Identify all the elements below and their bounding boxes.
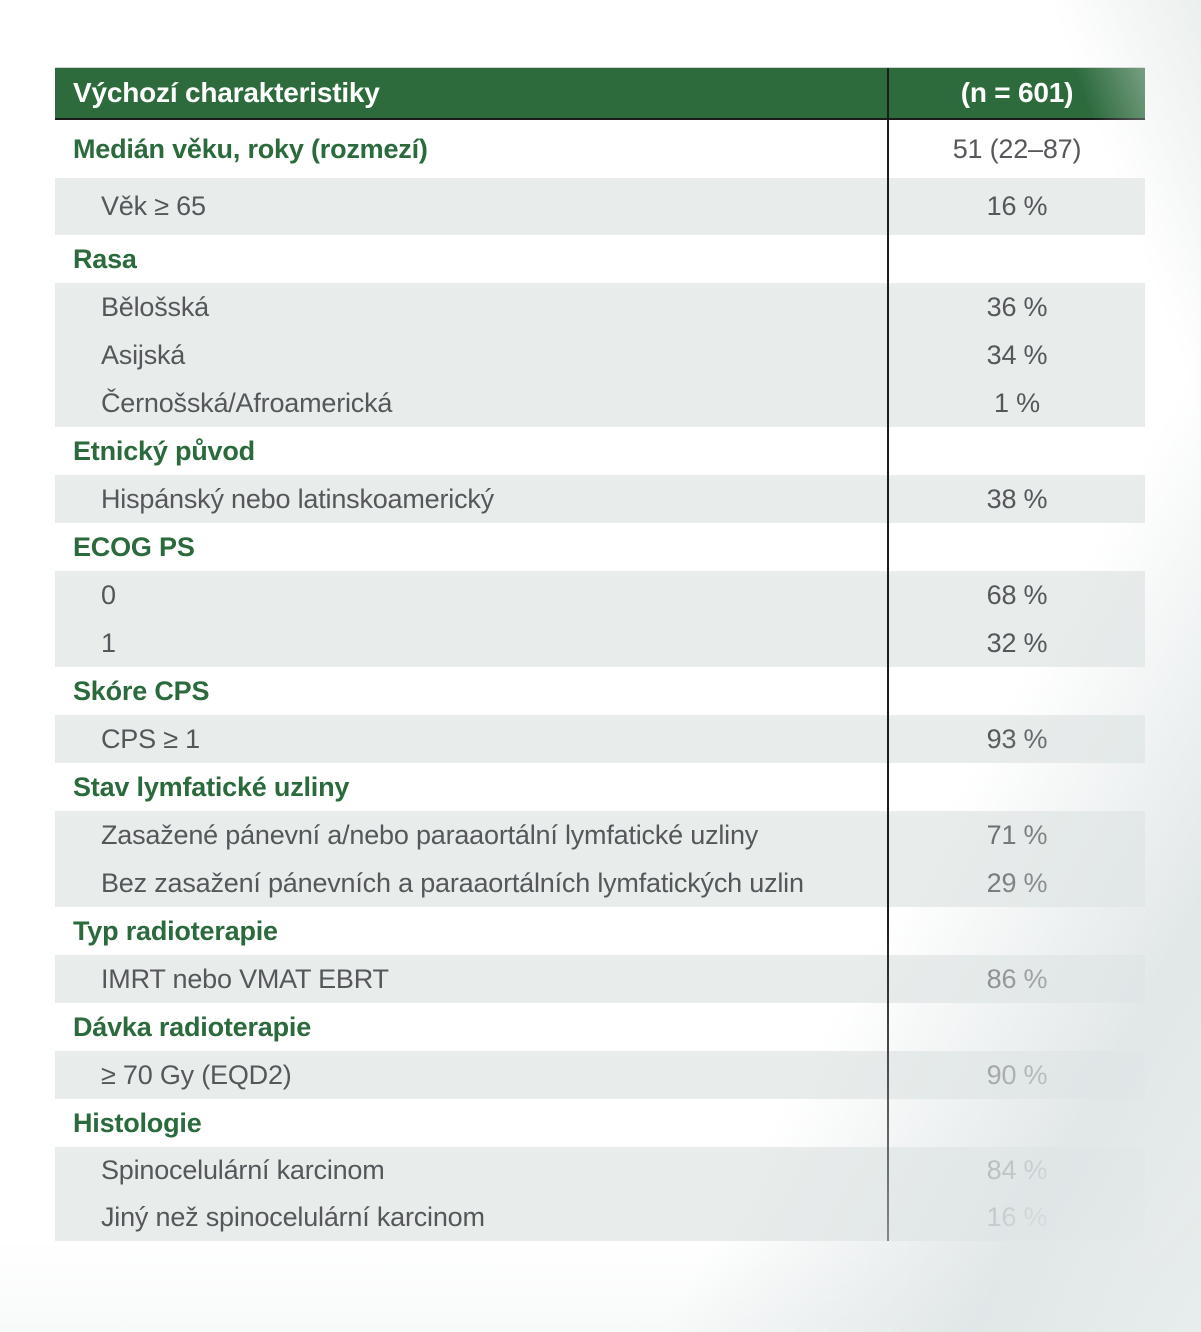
table-body: Medián věku, roky (rozmezí) 51 (22–87) Věk… — [55, 120, 1145, 1241]
row-label: Histologie — [55, 1099, 889, 1147]
row-value: 71 % — [986, 819, 1048, 850]
row-value — [889, 235, 1145, 283]
table-row: 1 32 % — [55, 619, 1145, 667]
row-value: 29 % — [986, 867, 1048, 898]
row-label: 1 — [55, 619, 889, 667]
row-label: Rasa — [55, 235, 889, 283]
table-row: Etnický původ — [55, 427, 1145, 475]
row-label: Medián věku, roky (rozmezí) — [55, 120, 889, 178]
row-value: 34 % — [986, 339, 1048, 370]
row-value: 32 % — [986, 627, 1048, 658]
table-row: Asijská 34 % — [55, 331, 1145, 379]
row-label: Asijská — [55, 331, 889, 379]
row-label: CPS ≥ 1 — [55, 715, 889, 763]
row-value: 90 % — [986, 1059, 1048, 1090]
row-value — [889, 907, 1145, 955]
row-value: 38 % — [986, 483, 1048, 514]
row-value — [889, 523, 1145, 571]
row-label: Věk ≥ 65 — [55, 178, 889, 235]
table-row: Černošská/Afroamerická 1 % — [55, 379, 1145, 427]
row-value: 84 % — [986, 1155, 1048, 1185]
row-label: 0 — [55, 571, 889, 619]
table-row: CPS ≥ 1 93 % — [55, 715, 1145, 763]
row-value — [889, 1003, 1145, 1051]
row-value — [889, 427, 1145, 475]
row-value: 16 % — [986, 191, 1048, 221]
row-value: 36 % — [986, 291, 1048, 322]
row-value: 1 % — [994, 387, 1040, 418]
table-row: Bez zasažení pánevních a paraaortálních … — [55, 859, 1145, 907]
table-row: Medián věku, roky (rozmezí) 51 (22–87) — [55, 120, 1145, 178]
baseline-characteristics-table: Výchozí charakteristiky (n = 601) Medián… — [55, 67, 1145, 1241]
row-label: Černošská/Afroamerická — [55, 379, 889, 427]
table-row: Rasa — [55, 235, 1145, 283]
table-row: Jiný než spinocelulární karcinom 16 % — [55, 1194, 1145, 1241]
row-label: Hispánský nebo latinskoamerický — [55, 475, 889, 523]
row-label: Bělošská — [55, 283, 889, 331]
row-label: Etnický původ — [55, 427, 889, 475]
table-row: ≥ 70 Gy (EQD2) 90 % — [55, 1051, 1145, 1099]
table-row: Skóre CPS — [55, 667, 1145, 715]
table-row: Hispánský nebo latinskoamerický 38 % — [55, 475, 1145, 523]
row-label: Bez zasažení pánevních a paraaortálních … — [55, 859, 889, 907]
table-row: IMRT nebo VMAT EBRT 86 % — [55, 955, 1145, 1003]
row-value: 86 % — [986, 963, 1048, 994]
row-value — [889, 667, 1145, 715]
row-value — [889, 1099, 1145, 1147]
row-label: ECOG PS — [55, 523, 889, 571]
row-label: Jiný než spinocelulární karcinom — [55, 1194, 889, 1241]
row-value: 68 % — [986, 579, 1048, 610]
row-label: Skóre CPS — [55, 667, 889, 715]
table-row: ECOG PS — [55, 523, 1145, 571]
table-header-n-count: (n = 601) — [960, 77, 1074, 108]
table-row: Spinocelulární karcinom 84 % — [55, 1147, 1145, 1194]
row-value: 51 (22–87) — [952, 133, 1082, 164]
row-label: Dávka radioterapie — [55, 1003, 889, 1051]
row-label: ≥ 70 Gy (EQD2) — [55, 1051, 889, 1099]
table-row: Stav lymfatické uzliny — [55, 763, 1145, 811]
row-label: IMRT nebo VMAT EBRT — [55, 955, 889, 1003]
row-value — [889, 763, 1145, 811]
table-row: 0 68 % — [55, 571, 1145, 619]
table-row: Dávka radioterapie — [55, 1003, 1145, 1051]
row-label: Stav lymfatické uzliny — [55, 763, 889, 811]
row-label: Spinocelulární karcinom — [55, 1147, 889, 1194]
table-header-title: Výchozí charakteristiky — [55, 68, 889, 118]
table-row: Typ radioterapie — [55, 907, 1145, 955]
table-row: Histologie — [55, 1099, 1145, 1147]
row-label: Zasažené pánevní a/nebo paraaortální lym… — [55, 811, 889, 859]
row-value: 93 % — [986, 723, 1048, 754]
table-row: Věk ≥ 65 16 % — [55, 178, 1145, 235]
table-header-row: Výchozí charakteristiky (n = 601) — [55, 68, 1145, 120]
table-row: Bělošská 36 % — [55, 283, 1145, 331]
row-label: Typ radioterapie — [55, 907, 889, 955]
table-row: Zasažené pánevní a/nebo paraaortální lym… — [55, 811, 1145, 859]
row-value: 16 % — [986, 1202, 1048, 1232]
